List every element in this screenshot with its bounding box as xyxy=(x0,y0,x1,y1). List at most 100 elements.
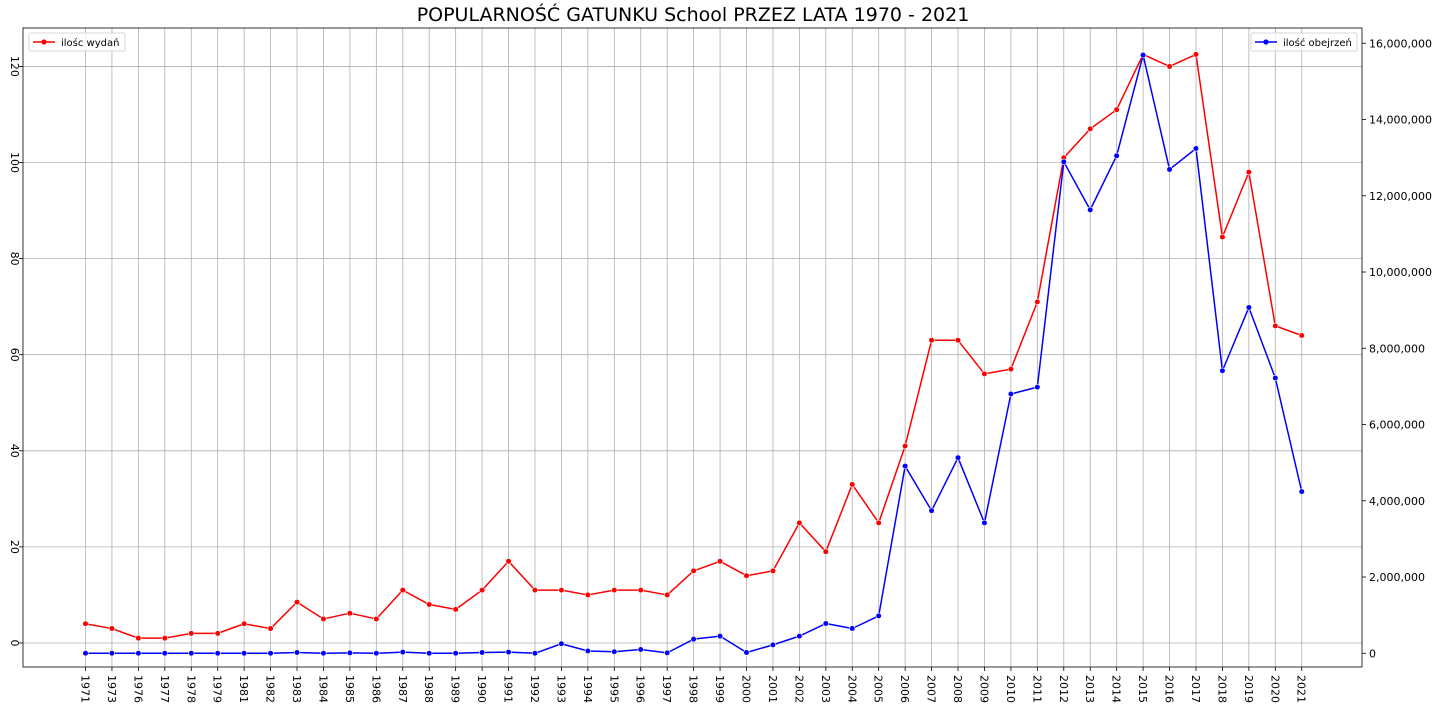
x-tick-label: 2008 xyxy=(951,675,964,703)
series-views-point xyxy=(584,647,591,655)
series-releases-point xyxy=(241,620,248,627)
x-tick-label: 1998 xyxy=(687,675,700,703)
x-tick-label: 1971 xyxy=(79,675,92,703)
series-releases-point xyxy=(822,548,829,555)
series-views-point xyxy=(743,649,750,656)
series-views-point xyxy=(769,641,777,648)
series-views-point xyxy=(849,625,856,632)
series-views-point xyxy=(1272,374,1279,382)
x-tick-label: 2010 xyxy=(1004,675,1017,703)
x-tick-label: 2021 xyxy=(1295,675,1308,703)
series-releases-point xyxy=(426,601,433,608)
x-tick-label: 2016 xyxy=(1163,675,1176,703)
x-tick-label: 1991 xyxy=(502,675,515,703)
x-tick-label: 2000 xyxy=(740,675,753,703)
series-views-point xyxy=(796,633,803,640)
x-tick-label: 1992 xyxy=(528,675,541,703)
y-tick-label: 60 xyxy=(8,348,21,362)
series-releases-point xyxy=(743,572,750,579)
legend-left-label: ilośc wydań xyxy=(61,37,119,49)
series-releases-point xyxy=(796,519,803,526)
series-views-point xyxy=(188,650,195,657)
series-releases-point xyxy=(902,442,909,450)
series-releases-point xyxy=(981,370,988,378)
series-releases-point xyxy=(690,567,697,575)
series-views-point xyxy=(1060,158,1067,165)
x-tick-label: 1986 xyxy=(369,675,382,703)
x-tick-label: 2020 xyxy=(1268,675,1281,703)
x-tick-label: 2006 xyxy=(898,675,911,703)
y-tick-label: 20 xyxy=(8,540,21,554)
series-views-point xyxy=(267,650,274,657)
series-views-point xyxy=(161,650,168,657)
series-releases-point xyxy=(1166,63,1173,70)
y2-tick-label: 2,000,000 xyxy=(1369,571,1425,584)
x-tick-label: 1994 xyxy=(581,675,594,703)
series-views-point xyxy=(981,519,988,526)
left-axis: 0 20 40 60 80 100 120 xyxy=(8,56,23,646)
series-releases-point xyxy=(637,587,644,594)
series-layer xyxy=(82,51,1305,657)
series-views-point xyxy=(822,620,829,627)
legend-left-marker xyxy=(41,39,47,45)
x-tick-label: 2003 xyxy=(819,675,832,703)
series-releases-point xyxy=(531,587,539,594)
series-releases-point xyxy=(135,635,142,642)
x-axis: 1971 1973 1976 1977 1978 1979 1981 1982 1983 1984… xyxy=(79,667,1308,703)
x-tick-label: 1988 xyxy=(422,675,435,703)
series-views-point xyxy=(716,633,724,640)
x-tick-label: 1978 xyxy=(184,675,197,703)
legend-right-marker xyxy=(1263,39,1269,45)
y2-tick-label: 14,000,000 xyxy=(1369,114,1432,127)
series-releases-point xyxy=(479,587,486,594)
x-tick-label: 2015 xyxy=(1136,675,1149,703)
plot-frame xyxy=(22,27,1363,668)
series-releases-point xyxy=(611,587,618,594)
series-views-point xyxy=(505,649,512,656)
series-releases-point xyxy=(1113,106,1120,113)
series-views-point xyxy=(875,612,882,620)
series-releases-point xyxy=(1192,51,1200,58)
series-releases-point xyxy=(188,630,195,637)
x-tick-label: 1983 xyxy=(290,675,303,703)
series-releases-point xyxy=(1007,366,1015,373)
series-releases-point xyxy=(399,587,406,594)
series-releases-point xyxy=(1219,233,1226,241)
series-views-point xyxy=(320,650,327,657)
series-releases-point xyxy=(1245,169,1252,176)
series-views-point xyxy=(1166,166,1173,173)
y-tick-label: 0 xyxy=(8,639,21,646)
x-tick-label: 1995 xyxy=(607,675,620,703)
series-releases-point xyxy=(267,625,274,632)
x-tick-label: 2009 xyxy=(977,675,990,703)
series-views-point xyxy=(399,649,406,656)
x-tick-label: 2004 xyxy=(845,675,858,703)
x-tick-label: 1976 xyxy=(131,675,144,703)
x-tick-label: 1989 xyxy=(449,675,462,703)
series-views-point xyxy=(1087,206,1094,213)
y2-tick-label: 6,000,000 xyxy=(1369,419,1425,432)
series-releases-point xyxy=(320,615,327,623)
series-releases-point xyxy=(716,558,724,565)
series-releases-point xyxy=(954,337,962,344)
y2-tick-label: 10,000,000 xyxy=(1369,266,1432,279)
series-views-point xyxy=(373,650,380,657)
x-tick-label: 1996 xyxy=(634,675,647,703)
x-tick-label: 2002 xyxy=(792,675,805,703)
series-releases-point xyxy=(928,337,935,344)
series-views-point xyxy=(426,650,433,657)
x-tick-label: 1979 xyxy=(211,675,224,703)
series-views-point xyxy=(664,649,671,656)
series-releases-point xyxy=(82,620,89,627)
series-releases-point xyxy=(769,567,777,575)
series-releases-point xyxy=(505,558,512,565)
series-views-point xyxy=(1245,304,1252,311)
x-tick-label: 2012 xyxy=(1057,675,1070,703)
series-releases-point xyxy=(214,630,221,637)
x-tick-label: 2007 xyxy=(925,675,938,703)
series-releases-point xyxy=(584,591,591,599)
series-views-point xyxy=(108,650,116,657)
x-tick-label: 1977 xyxy=(158,675,171,703)
x-tick-label: 2001 xyxy=(766,675,779,703)
